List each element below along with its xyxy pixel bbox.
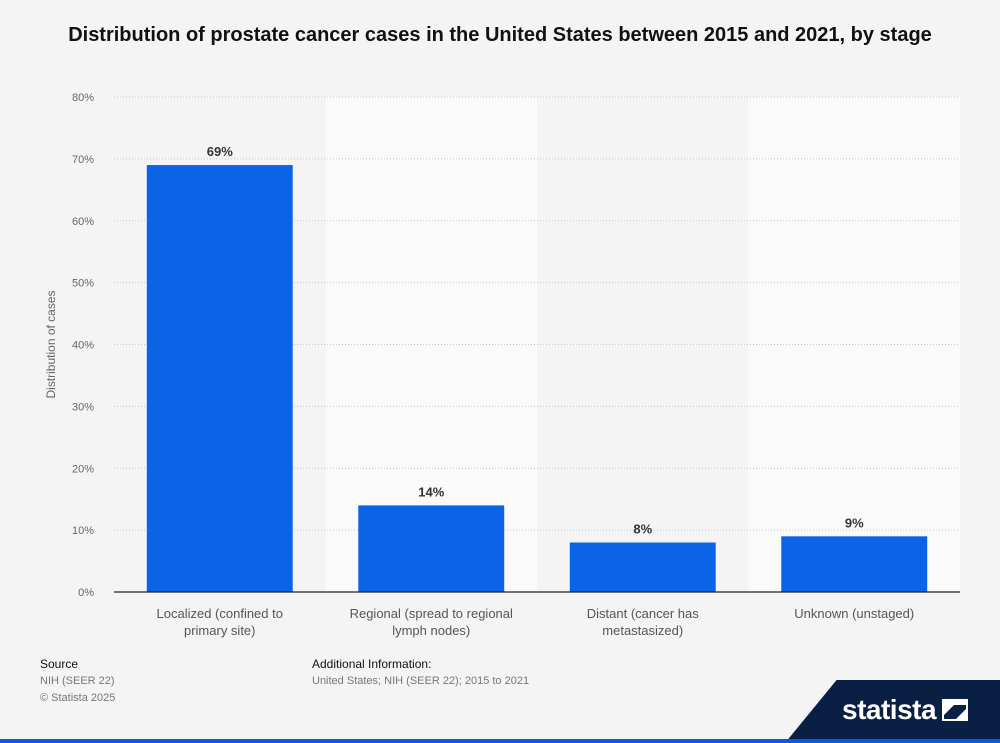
y-tick-label: 30%: [72, 401, 94, 413]
copyright-text: © Statista 2025: [40, 692, 116, 704]
y-tick-label: 70%: [72, 154, 94, 166]
x-tick-label: Unknown (unstaged): [794, 606, 914, 621]
y-tick-label: 60%: [72, 216, 94, 228]
y-axis-title: Distribution of cases: [44, 290, 58, 398]
x-tick-label: Localized (confined to primary site): [157, 606, 283, 638]
bar-value-label: 14%: [418, 484, 444, 499]
bar[interactable]: [569, 542, 716, 593]
bar[interactable]: [358, 505, 505, 592]
additional-info-value: United States; NIH (SEER 22); 2015 to 20…: [312, 675, 530, 687]
brand-name: statista: [842, 694, 937, 725]
y-tick-label: 40%: [72, 340, 94, 352]
bar[interactable]: [146, 165, 293, 592]
source-value[interactable]: NIH (SEER 22): [40, 675, 115, 687]
y-tick-label: 80%: [72, 92, 94, 104]
y-tick-label: 0%: [78, 587, 94, 599]
statista-logo-icon: [942, 699, 969, 721]
x-tick-label: Regional (spread to regional lymph nodes): [350, 606, 513, 638]
additional-info-heading: Additional Information:: [312, 657, 432, 671]
x-tick-label: Distant (cancer has metastasized): [587, 606, 699, 638]
source-heading: Source: [40, 657, 79, 671]
y-tick-label: 10%: [72, 525, 94, 537]
bar-value-label: 8%: [633, 522, 652, 537]
additional-info-block: Additional Information: United States; N…: [312, 656, 529, 690]
brand-accent-line: [0, 739, 1000, 743]
bar[interactable]: [781, 536, 928, 592]
chart-title: Distribution of prostate cancer cases in…: [68, 24, 932, 46]
source-block: Source NIH (SEER 22) © Statista 2025: [40, 656, 115, 707]
y-tick-label: 50%: [72, 278, 94, 290]
bar-value-label: 9%: [845, 515, 864, 530]
y-tick-label: 20%: [72, 463, 94, 475]
statista-logo[interactable]: statista: [842, 694, 969, 726]
bar-value-label: 69%: [207, 144, 233, 159]
